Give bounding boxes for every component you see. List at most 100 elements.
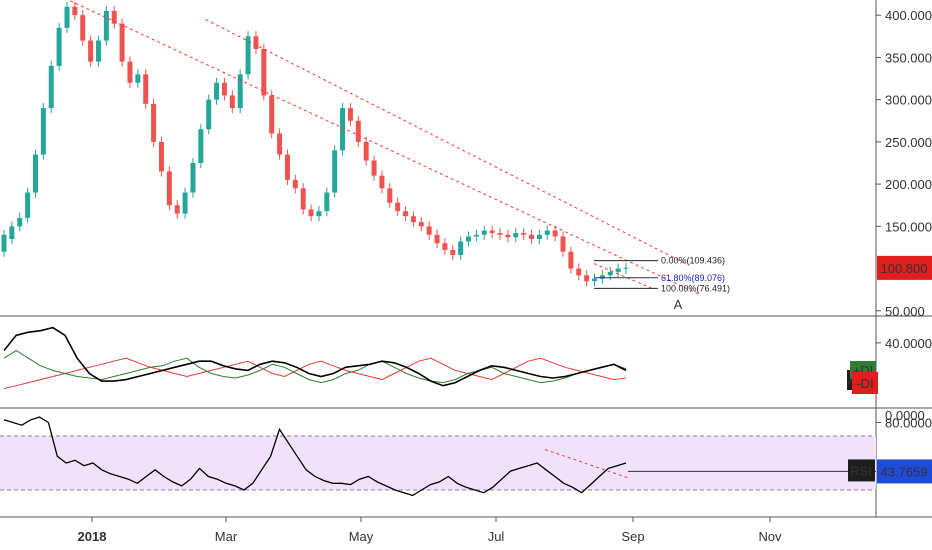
price-tick-label: 250.000 bbox=[885, 135, 932, 150]
candle-body bbox=[418, 222, 424, 227]
candle-body bbox=[395, 202, 401, 212]
candle-body bbox=[9, 226, 15, 239]
time-tick-label: 2018 bbox=[78, 529, 107, 544]
candle-body bbox=[221, 82, 227, 96]
candle-body bbox=[308, 209, 314, 217]
minus-di-line bbox=[3, 357, 627, 390]
candle-body bbox=[135, 74, 141, 83]
candle-body bbox=[371, 160, 377, 176]
candle-body bbox=[182, 192, 188, 214]
candle-body bbox=[284, 154, 290, 180]
candle-body bbox=[623, 267, 629, 269]
trendline bbox=[593, 263, 654, 290]
candle-body bbox=[426, 226, 432, 235]
time-tick-label: Mar bbox=[215, 529, 238, 544]
candle-body bbox=[17, 217, 23, 227]
candle-body bbox=[127, 61, 133, 83]
price-tick-label: 400.000 bbox=[885, 8, 932, 23]
time-tick-label: Jul bbox=[488, 529, 505, 544]
fib-level-label: 0.00%(109.436) bbox=[661, 256, 725, 266]
candle-body bbox=[95, 40, 101, 62]
dmi-tick-label: 40.0000 bbox=[885, 336, 932, 351]
candle-body bbox=[300, 188, 306, 210]
candle-body bbox=[32, 154, 38, 193]
candle-body bbox=[607, 271, 613, 276]
candle-body bbox=[347, 108, 353, 121]
candle-body bbox=[174, 205, 180, 214]
candle-body bbox=[434, 234, 440, 244]
candle-body bbox=[568, 251, 574, 269]
price-tick-label: 350.000 bbox=[885, 50, 932, 65]
candle-body bbox=[277, 133, 283, 155]
candle-body bbox=[261, 48, 267, 96]
candle-body bbox=[481, 230, 487, 235]
candle-body bbox=[599, 275, 605, 279]
candle-body bbox=[544, 230, 550, 235]
candle-body bbox=[88, 40, 94, 62]
price-tick-label: 50.000 bbox=[885, 304, 925, 319]
candle-body bbox=[198, 129, 204, 163]
candle-body bbox=[158, 141, 164, 172]
candle-body bbox=[521, 233, 527, 235]
candle-body bbox=[56, 27, 62, 66]
candle-body bbox=[1, 234, 7, 252]
rsi-value-badge bbox=[877, 459, 932, 484]
candle-body bbox=[64, 6, 70, 28]
candle-body bbox=[442, 243, 448, 250]
candle-body bbox=[450, 249, 456, 256]
candle-body bbox=[253, 36, 259, 49]
candle-body bbox=[410, 216, 416, 223]
candle-body bbox=[379, 175, 385, 189]
candle-body bbox=[584, 275, 590, 282]
candle-body bbox=[119, 23, 125, 62]
candle-body bbox=[403, 211, 409, 217]
time-tick-label: Sep bbox=[621, 529, 644, 544]
candle-body bbox=[505, 234, 511, 238]
fib-level-label: 100.00%(76.491) bbox=[661, 283, 730, 293]
minus-di-badge-label: -DI bbox=[856, 376, 873, 391]
candle-body bbox=[111, 10, 117, 24]
rsi-value-label: 43.7659 bbox=[881, 464, 928, 479]
trendline bbox=[67, 0, 699, 295]
candle-body bbox=[229, 95, 235, 109]
candle-body bbox=[536, 234, 542, 239]
candle-body bbox=[292, 179, 298, 189]
candle-body bbox=[80, 15, 86, 41]
candle-body bbox=[576, 268, 582, 276]
rsi-trendline bbox=[544, 449, 629, 479]
candle-body bbox=[332, 150, 338, 193]
candle-body bbox=[615, 268, 621, 272]
candle-body bbox=[592, 278, 598, 282]
candle-body bbox=[466, 236, 472, 242]
price-tick-label: 300.000 bbox=[885, 93, 932, 108]
candle-body bbox=[206, 99, 212, 130]
last-price-badge bbox=[877, 255, 932, 280]
trendline bbox=[205, 18, 688, 265]
rsi-badge bbox=[848, 459, 875, 482]
candle-body bbox=[166, 171, 172, 206]
candle-body bbox=[151, 103, 157, 142]
candle-body bbox=[513, 233, 519, 238]
time-tick-label: May bbox=[349, 529, 374, 544]
candle-body bbox=[316, 211, 322, 217]
rsi-band bbox=[0, 436, 876, 490]
price-tick-label: 200.000 bbox=[885, 177, 932, 192]
candle-body bbox=[40, 108, 46, 155]
candle-body bbox=[458, 241, 464, 256]
dmi-tick-label: 0.0000 bbox=[885, 408, 925, 423]
candle-body bbox=[25, 192, 31, 218]
candle-body bbox=[552, 230, 558, 237]
candle-body bbox=[214, 82, 220, 100]
price-tick-label: 150.000 bbox=[885, 219, 932, 234]
candle-body bbox=[387, 188, 393, 203]
candle-body bbox=[103, 10, 109, 41]
candle-body bbox=[355, 120, 361, 142]
candle-body bbox=[489, 230, 495, 234]
fib-level-label: 61.80%(89.076) bbox=[661, 273, 725, 283]
candle-body bbox=[269, 95, 275, 134]
candle-body bbox=[245, 36, 251, 75]
rsi-tick-label: 80.0000 bbox=[885, 416, 932, 431]
adx-line bbox=[3, 326, 627, 387]
candle-body bbox=[72, 6, 78, 16]
